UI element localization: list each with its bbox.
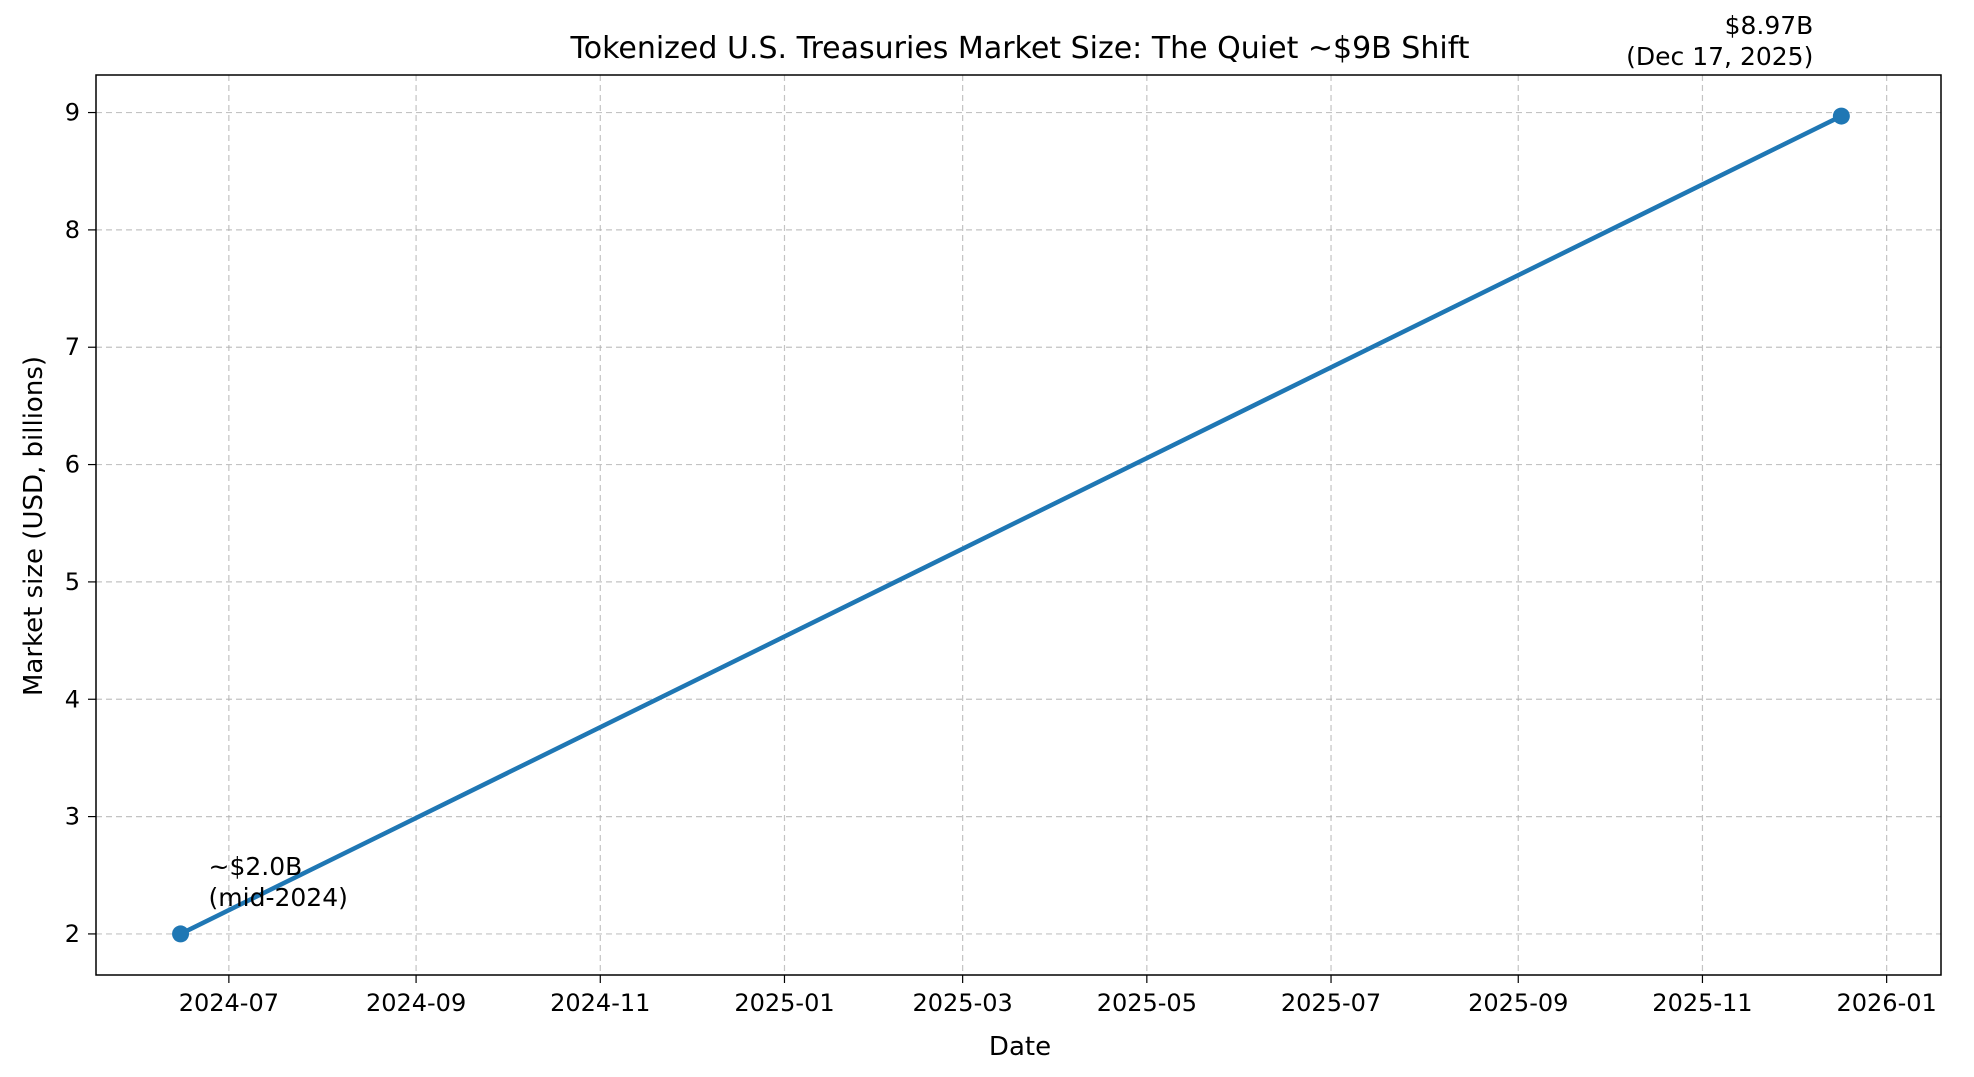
data-point bbox=[172, 925, 190, 943]
grid bbox=[96, 75, 1941, 975]
x-tick-label: 2025-03 bbox=[912, 989, 1012, 1017]
y-tick-label: 4 bbox=[65, 685, 80, 713]
annotation-line: ~$2.0B bbox=[209, 852, 303, 881]
series-line bbox=[178, 113, 1844, 937]
annotation-line: (mid-2024) bbox=[209, 883, 348, 912]
x-tick-label: 2024-07 bbox=[179, 989, 279, 1017]
annotation-line: $8.97B bbox=[1725, 11, 1814, 40]
y-tick-label: 3 bbox=[65, 803, 80, 831]
data-annotation: $8.97B (Dec 17, 2025) bbox=[1626, 11, 1813, 71]
y-tick-label: 8 bbox=[65, 216, 80, 244]
x-tick-label: 2024-11 bbox=[550, 989, 650, 1017]
data-annotation: ~$2.0B (mid-2024) bbox=[209, 852, 348, 912]
chart-title: Tokenized U.S. Treasuries Market Size: T… bbox=[569, 31, 1469, 66]
data-point bbox=[1832, 107, 1850, 125]
plot-frame bbox=[95, 74, 1942, 976]
annotations: ~$2.0B (mid-2024) $8.97B (Dec 17, 2025) bbox=[209, 11, 1814, 912]
y-tick-label: 9 bbox=[65, 99, 80, 127]
axis-ticks: 2024-07 2024-09 2024-11 2025-01 2025-03 2025-… bbox=[65, 99, 1937, 1017]
y-tick-label: 6 bbox=[65, 451, 80, 479]
series-layer bbox=[172, 107, 1850, 943]
x-axis-label: Date bbox=[989, 1032, 1051, 1062]
y-axis-label: Market size (USD, billions) bbox=[19, 356, 49, 696]
x-tick-label: 2026-01 bbox=[1837, 989, 1937, 1017]
y-tick-label: 5 bbox=[65, 568, 80, 596]
x-tick-label: 2025-09 bbox=[1468, 989, 1568, 1017]
x-tick-label: 2024-09 bbox=[366, 989, 466, 1017]
x-tick-label: 2025-07 bbox=[1281, 989, 1381, 1017]
x-tick-label: 2025-01 bbox=[734, 989, 834, 1017]
y-tick-label: 2 bbox=[65, 920, 80, 948]
y-tick-label: 7 bbox=[65, 333, 80, 361]
x-tick-label: 2025-05 bbox=[1097, 989, 1197, 1017]
annotation-line: (Dec 17, 2025) bbox=[1626, 42, 1813, 71]
x-tick-label: 2025-11 bbox=[1652, 989, 1752, 1017]
